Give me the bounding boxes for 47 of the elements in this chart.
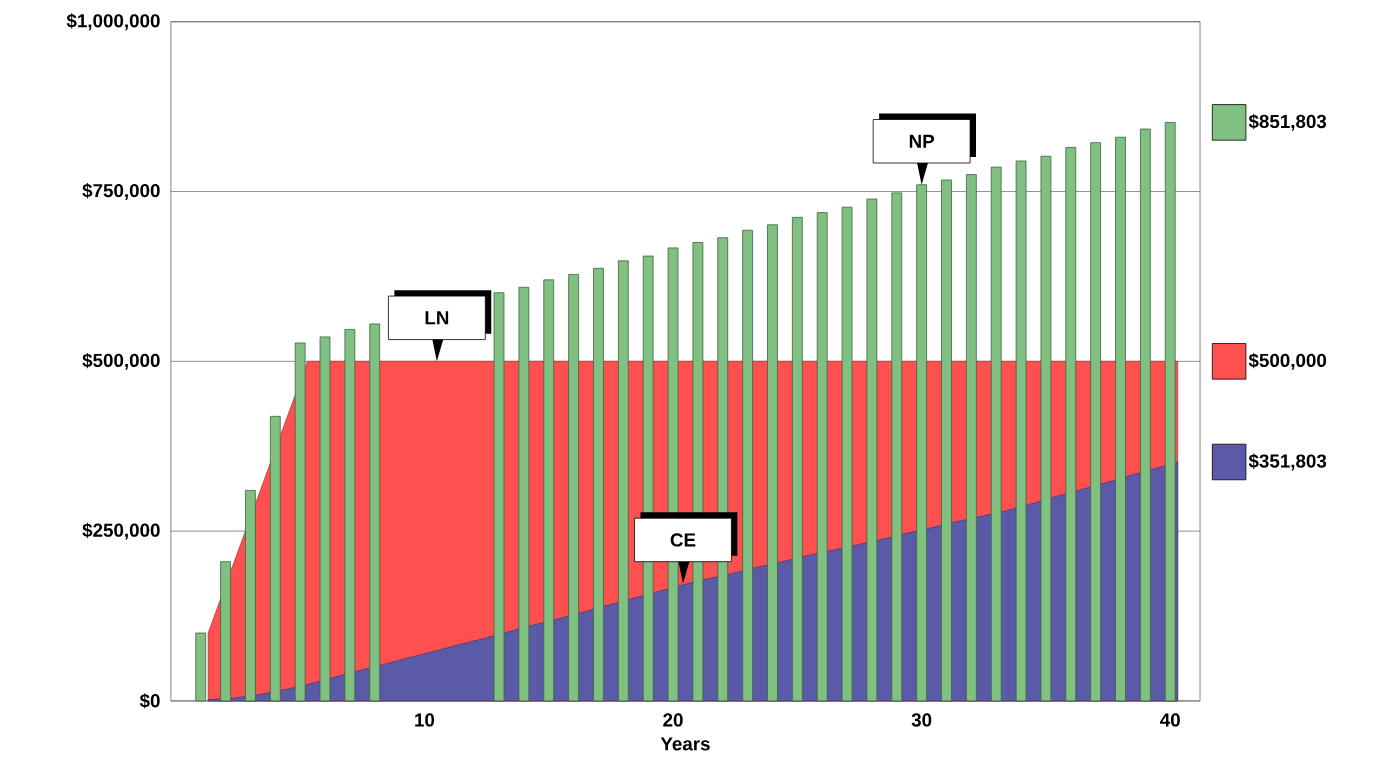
bar: [1015, 160, 1027, 702]
bar: [1139, 128, 1151, 702]
bar: [294, 342, 306, 702]
bar: [866, 198, 878, 702]
bar: [593, 267, 604, 702]
bar: [369, 323, 381, 702]
bar: [319, 336, 331, 702]
bar: [941, 179, 952, 702]
bar: [568, 274, 579, 702]
legend-label: $351,803: [1248, 453, 1327, 471]
bar: [1090, 142, 1102, 702]
annotation: LN: [425, 311, 449, 325]
bar: [1164, 121, 1176, 702]
bar: [245, 489, 256, 702]
bar: [493, 292, 505, 702]
y-tick-label: $500,000: [82, 352, 160, 370]
legend-label: $851,803: [1248, 113, 1327, 131]
annotation: NP: [909, 134, 935, 148]
bar: [891, 192, 903, 702]
bar: [1040, 155, 1052, 702]
x-tick-label: 20: [663, 713, 683, 727]
bar: [767, 224, 778, 702]
bar: [841, 206, 853, 702]
y-tick-label: $1,000,000: [66, 13, 160, 31]
bar: [990, 166, 1002, 702]
x-tick-label: 30: [911, 713, 932, 727]
bar: [269, 415, 281, 702]
bar: [791, 216, 803, 702]
y-tick-label: $0: [139, 693, 160, 709]
x-tick-label: 40: [1160, 713, 1180, 727]
y-tick-label: $250,000: [82, 522, 160, 540]
bar: [816, 212, 828, 702]
bar: [220, 561, 231, 702]
bar: [742, 229, 753, 702]
x-axis-title: Years: [660, 737, 710, 751]
bar: [344, 329, 356, 702]
y-tick-label: $750,000: [82, 183, 160, 200]
bar: [965, 174, 977, 702]
annotation: CE: [670, 533, 696, 547]
bar: [1065, 146, 1077, 702]
bar: [1115, 136, 1126, 702]
x-tick-label: 10: [415, 713, 435, 727]
bar: [543, 279, 555, 702]
legend-label: $500,000: [1248, 352, 1327, 370]
bar: [518, 286, 530, 702]
bar: [195, 632, 207, 702]
bar: [617, 260, 629, 702]
